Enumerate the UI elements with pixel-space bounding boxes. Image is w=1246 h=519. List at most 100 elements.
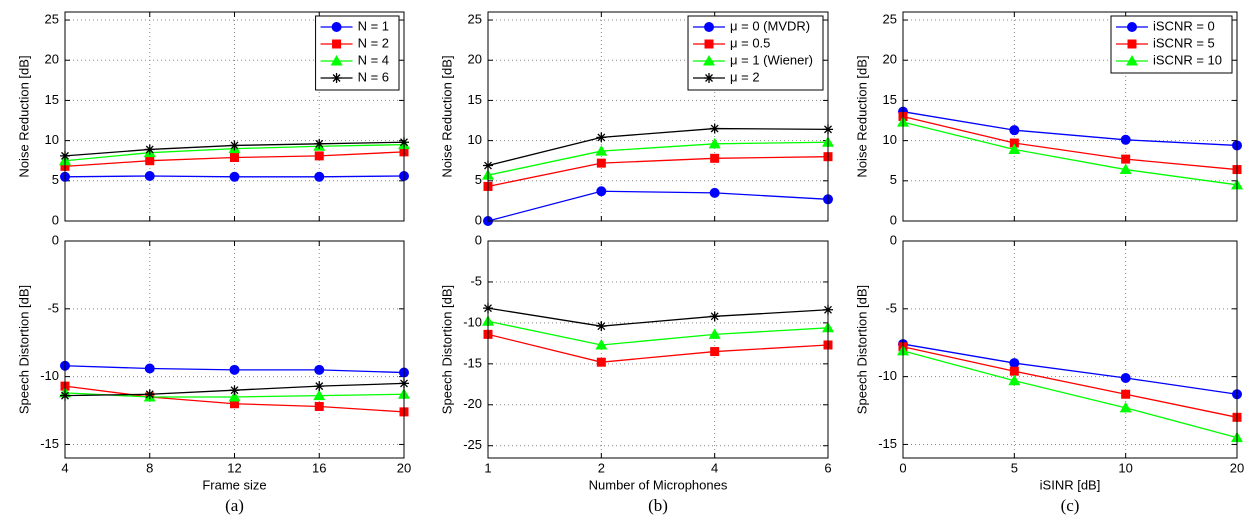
y-tick-label: -15 <box>878 436 897 451</box>
marker <box>708 328 721 339</box>
caption: (a) <box>225 496 244 515</box>
x-tick-label: 12 <box>227 460 241 475</box>
marker <box>314 401 324 411</box>
plot-area <box>903 241 1237 458</box>
series-line <box>487 320 829 346</box>
legend: μ = 0 (MVDR) μ = 0.5 μ = 1 (Wiener) μ = 2 <box>687 15 824 91</box>
marker <box>1120 134 1131 145</box>
legend-label: iSCNR = 10 <box>1153 52 1222 67</box>
marker <box>314 364 325 375</box>
marker <box>709 123 720 134</box>
marker <box>1120 372 1131 383</box>
marker <box>596 321 607 332</box>
x-tick-label: 1 <box>484 460 491 475</box>
caption: (c) <box>1061 496 1080 515</box>
y-tick-label: 20 <box>45 52 59 67</box>
y-tick-label: -5 <box>470 273 482 288</box>
marker <box>145 156 155 166</box>
series-line <box>487 156 829 188</box>
axes-frame <box>64 240 405 459</box>
marker <box>314 151 324 161</box>
marker <box>596 357 606 367</box>
legend-label: iSCNR = 0 <box>1153 18 1215 33</box>
y-tick-label: 0 <box>52 232 59 247</box>
legend: iSCNR = 0 iSCNR = 5 iSCNR = 10 <box>1110 15 1233 74</box>
marker <box>1009 138 1019 148</box>
marker <box>595 145 608 156</box>
y-tick-label: 20 <box>468 52 482 67</box>
marker <box>1121 389 1131 399</box>
legend-label: N = 6 <box>358 69 389 84</box>
y-tick-label: -10 <box>40 368 59 383</box>
series-line <box>902 350 1238 439</box>
marker <box>314 381 325 392</box>
legend-label: N = 2 <box>358 35 389 50</box>
marker <box>1008 143 1021 154</box>
y-tick-label: -5 <box>47 300 59 315</box>
y-tick-label: -10 <box>878 368 897 383</box>
y-tick-label: 5 <box>52 172 59 187</box>
legend-label: μ = 0.5 <box>730 35 770 50</box>
marker <box>1121 154 1131 164</box>
axes-frame <box>902 240 1238 459</box>
x-tick-label: 4 <box>61 460 68 475</box>
marker <box>229 364 240 375</box>
axes-frame <box>902 11 1238 222</box>
marker <box>1126 55 1138 66</box>
legend-label: μ = 2 <box>730 69 760 84</box>
marker <box>596 158 606 168</box>
marker <box>230 399 239 409</box>
y-tick-label: 25 <box>45 11 59 26</box>
x-axis-label: Frame size <box>202 477 266 492</box>
series-line <box>902 111 1238 147</box>
marker <box>596 132 607 143</box>
y-axis-label: Noise Reduction [dB] <box>854 55 869 177</box>
y-tick-label: 0 <box>890 212 897 227</box>
series-line <box>487 190 829 222</box>
series-line <box>902 121 1238 186</box>
marker <box>332 39 342 49</box>
y-tick-label: 25 <box>468 11 482 26</box>
marker <box>1009 125 1020 136</box>
x-tick-label: 16 <box>312 460 326 475</box>
marker <box>709 311 720 322</box>
series-line <box>902 346 1238 418</box>
marker <box>1119 163 1132 175</box>
y-tick-label: 25 <box>883 11 897 26</box>
marker <box>703 55 716 66</box>
marker <box>704 22 715 32</box>
y-tick-label: 5 <box>475 172 482 187</box>
y-tick-label: 10 <box>883 132 897 147</box>
marker <box>1009 366 1019 376</box>
series-line <box>487 127 829 167</box>
y-tick-label: 5 <box>890 172 897 187</box>
x-tick-label: 6 <box>824 460 831 475</box>
x-axis-label: Number of Microphones <box>589 477 728 492</box>
marker <box>230 152 239 162</box>
y-tick-label: 0 <box>52 212 59 227</box>
legend-label: N = 4 <box>358 52 389 67</box>
marker <box>229 385 240 396</box>
marker <box>144 363 155 374</box>
y-tick-label: 10 <box>468 132 482 147</box>
axes-frame <box>487 11 829 222</box>
y-tick-label: -15 <box>40 436 59 451</box>
y-tick-label: -15 <box>463 355 482 370</box>
y-tick-label: 15 <box>45 92 59 107</box>
x-tick-label: 10 <box>1118 460 1132 475</box>
marker <box>144 389 155 400</box>
marker <box>1127 39 1137 49</box>
legend-label: μ = 0 (MVDR) <box>730 18 810 33</box>
series-line <box>902 115 1238 171</box>
legend: N = 1 N = 2 N = 4 N = 6 <box>315 15 400 91</box>
marker <box>1127 22 1137 32</box>
y-tick-label: 0 <box>475 212 482 227</box>
series-line <box>487 333 829 363</box>
marker <box>710 347 720 357</box>
marker <box>1119 401 1132 413</box>
marker <box>1009 358 1020 369</box>
series-line <box>487 307 829 327</box>
marker <box>330 55 343 66</box>
marker <box>331 73 342 83</box>
